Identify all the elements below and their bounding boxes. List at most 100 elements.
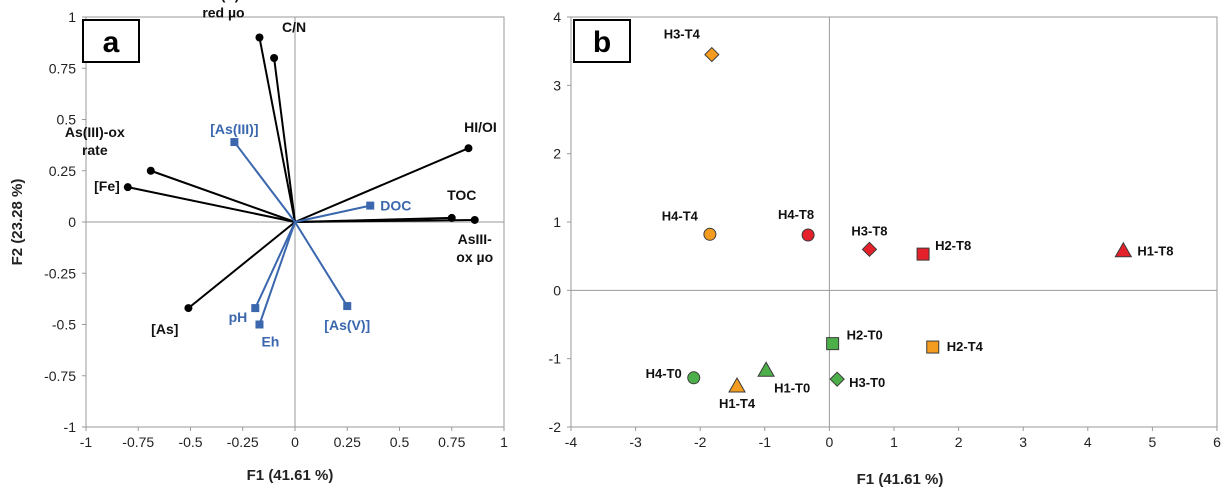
vector-label: [As(III)] (210, 121, 258, 137)
point-label: H4-T4 (662, 208, 699, 223)
panel-b-y-tick-label: 4 (553, 9, 561, 25)
panel-a-vectors (123, 33, 479, 329)
panel-a-x-tick-label: -1 (80, 434, 93, 450)
panel-b-letter: b (593, 26, 611, 59)
panel-b-y-tick-label: 3 (553, 77, 561, 93)
point-label: H2-T8 (935, 238, 971, 253)
data-point-h4-t8 (801, 228, 815, 242)
panel-b-x-axis-label: F1 (41.61 %) (857, 471, 944, 488)
panel-b: -4 -3 -2 -1 0 1 2 3 4 5 6 -2 -1 0 1 2 3 4 H3-T4 H4-T4 H4-T8… (549, 9, 1222, 488)
vector-label: pH (229, 309, 248, 325)
panel-a-x-tick-label: 0.25 (334, 434, 361, 450)
data-point-h4-t0 (687, 371, 701, 385)
panel-a-y-tick-label: -0.5 (52, 317, 76, 333)
panel-a-letter: a (103, 26, 120, 59)
panel-a-y-tick-label: 0 (68, 214, 76, 230)
data-point-h1-t4 (728, 376, 746, 393)
point-label: H4-T8 (778, 207, 814, 222)
panel-b-points (687, 46, 1133, 393)
panel-b-x-tick-label: -4 (565, 434, 578, 450)
loading-vector-black (294, 218, 475, 223)
panel-a-x-tick-label: 1 (500, 434, 508, 450)
panel-b-axes: -4 -3 -2 -1 0 1 2 3 4 5 6 -2 -1 0 1 2 3 4 (549, 9, 1222, 450)
panel-a-x-tick-label: 0.5 (390, 434, 410, 450)
vector-label: [As(V)] (324, 317, 370, 333)
loading-vector-blue (254, 221, 296, 309)
panel-b-y-tick-label: -2 (549, 419, 562, 435)
vector-label: DOC (380, 198, 411, 214)
data-point-h1-t0 (757, 361, 775, 377)
vector-label: [As] (151, 321, 178, 337)
loading-point-black (146, 166, 155, 175)
loading-point-blue (343, 302, 352, 311)
panel-a-y-tick-label: 0.25 (49, 163, 76, 179)
panel-a-x-tick-label: -0.75 (122, 434, 154, 450)
point-label: H2-T0 (847, 328, 883, 343)
panel-b-letter-box (573, 19, 631, 63)
loading-vector-black (187, 221, 296, 309)
loading-point-black (123, 183, 132, 192)
vector-label: As(III)-ox (65, 124, 125, 140)
point-label: H3-T4 (664, 27, 701, 42)
panel-a-x-tick-label: -0.25 (227, 434, 259, 450)
panel-a-x-axis-label: F1 (41.61 %) (247, 467, 334, 484)
panel-b-y-tick-label: 1 (553, 214, 561, 230)
panel-b-x-tick-label: 2 (955, 434, 963, 450)
data-point-h2-t8 (916, 247, 930, 261)
panel-b-x-tick-label: -3 (629, 434, 642, 450)
vector-label: Eh (261, 334, 279, 350)
panel-b-x-tick-label: 5 (1149, 434, 1157, 450)
loading-point-blue (366, 201, 375, 210)
panel-a-x-tick-label: -0.5 (178, 434, 202, 450)
panel-a-x-tick-label: 0 (291, 434, 299, 450)
data-point-h3-t8 (861, 241, 878, 258)
panel-a-y-tick-label: -0.25 (44, 265, 76, 281)
loading-vector-black (294, 147, 469, 223)
loading-vector-blue (294, 204, 371, 223)
panel-b-x-tick-label: -1 (759, 434, 772, 450)
panel-a-axes: -1 -0.75 -0.5 -0.25 0 0.25 0.5 0.75 1 -1 -0.75 -0.5… (44, 9, 508, 450)
point-label: H4-T0 (646, 366, 682, 381)
loading-vector-black (258, 37, 296, 223)
vector-label: ox µo (456, 249, 493, 265)
panel-a-y-tick-label: -1 (64, 419, 77, 435)
panel-a-y-tick-label: -0.75 (44, 368, 76, 384)
loading-point-blue (251, 304, 260, 313)
panel-b-y-tick-label: 0 (553, 282, 561, 298)
panel-a: -1 -0.75 -0.5 -0.25 0 0.25 0.5 0.75 1 -1 -0.75 -0.5… (9, 0, 508, 484)
loading-vector-blue (294, 221, 349, 307)
loading-point-black (255, 33, 264, 42)
loading-vector-blue (233, 141, 296, 223)
point-label: H1-T8 (1137, 244, 1173, 259)
vector-label: C/N (282, 19, 306, 35)
vector-label: rate (82, 142, 108, 158)
loading-point-blue (255, 320, 264, 329)
panel-a-letter-box (82, 19, 140, 63)
loading-vector-black (150, 169, 296, 223)
vector-label: [Fe] (94, 178, 120, 194)
loading-point-black (464, 144, 473, 153)
panel-a-y-axis-label: F2 (23.28 %) (9, 179, 26, 266)
panel-b-y-tick-label: 2 (553, 146, 561, 162)
point-label: H1-T0 (774, 380, 810, 395)
data-point-h3-t0 (829, 371, 845, 387)
vector-label: TOC (447, 187, 476, 203)
vector-label: As(V)- (203, 0, 245, 3)
panel-b-x-tick-label: 4 (1084, 434, 1092, 450)
panel-a-y-tick-label: 0.5 (57, 112, 77, 128)
loading-point-black (270, 54, 279, 62)
panel-a-y-tick-label: 0.75 (49, 60, 76, 76)
panel-b-x-tick-label: 0 (826, 434, 834, 450)
panel-b-x-tick-label: 1 (890, 434, 898, 450)
point-label: H1-T4 (719, 396, 756, 411)
data-point-h4-t4 (703, 227, 717, 241)
data-point-h2-t4 (926, 340, 940, 354)
vector-label: HI/OI (464, 119, 497, 135)
point-label: H3-T0 (849, 375, 885, 390)
loading-vector-black (127, 186, 296, 223)
panel-a-y-tick-label: 1 (68, 9, 76, 25)
point-label: H3-T8 (851, 223, 887, 238)
panel-b-y-tick-label: -1 (549, 351, 562, 367)
vector-label: AsIII- (458, 231, 493, 247)
